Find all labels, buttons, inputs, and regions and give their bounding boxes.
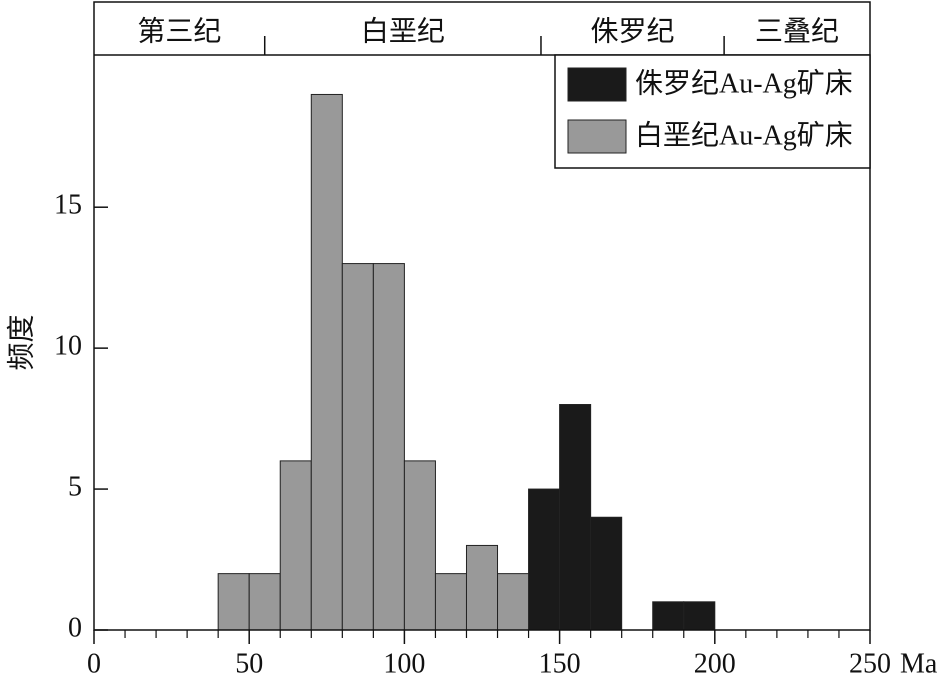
legend-label: 侏罗纪Au-Ag矿床 [635,67,853,99]
y-axis-label: 频度 [5,314,37,370]
y-tick-label: 15 [54,190,82,221]
bar [590,516,623,631]
legend-swatch [567,67,627,102]
legend-label: 白垩纪Au-Ag矿床 [635,119,853,151]
bar [528,488,561,631]
bar [559,404,592,631]
bar [310,93,343,631]
x-tick-label: 100 [383,648,425,679]
bar [434,573,467,631]
y-tick-label: 0 [68,612,82,643]
period-label: 三叠纪 [755,15,839,47]
plot-frame [93,1,871,631]
bar [372,263,405,631]
bar [248,573,281,631]
bar [652,601,685,631]
bar [217,573,250,631]
x-axis-label: Ma [900,648,938,679]
x-tick-label: 0 [87,648,101,679]
bar [403,460,436,631]
x-tick-label: 250 [849,648,891,679]
y-tick-label: 10 [54,331,82,362]
legend-swatch [567,119,627,154]
bar [279,460,312,631]
bar [497,573,530,631]
y-tick-label: 5 [68,471,82,502]
bar [341,263,374,631]
x-tick-label: 50 [235,648,263,679]
period-label: 第三纪 [137,15,221,47]
x-tick-label: 200 [694,648,736,679]
x-tick-label: 150 [539,648,581,679]
bar [683,601,716,631]
period-label: 侏罗纪 [591,15,675,47]
period-label: 白垩纪 [361,15,445,47]
bar [465,544,499,631]
